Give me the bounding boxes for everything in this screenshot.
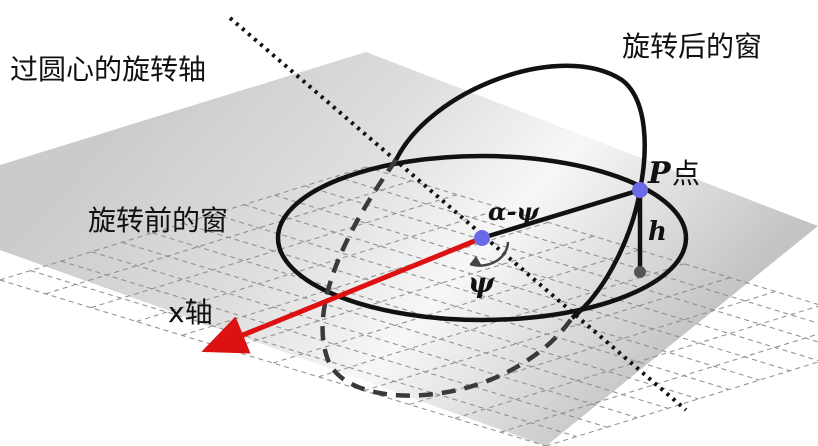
point-p-suffix: 点 — [672, 157, 700, 190]
rotated-window-arc — [393, 63, 647, 320]
plane-grid — [0, 166, 818, 446]
psi-angle-arc — [469, 241, 510, 267]
window-before-rotation-label: 旋转前的窗 — [88, 204, 228, 237]
rotated-window-hidden-arc — [320, 158, 574, 398]
x-axis-arrow — [201, 235, 483, 354]
height-foot-point — [634, 266, 646, 278]
grid-line — [272, 249, 640, 364]
grid-line — [500, 333, 818, 433]
grid-line — [136, 207, 503, 323]
radius-to-p — [481, 187, 641, 241]
grid-line — [545, 361, 818, 446]
window-before-ellipse — [275, 153, 689, 323]
point-p — [632, 182, 648, 198]
center-point — [474, 230, 490, 246]
x-axis-label: x轴 — [168, 296, 213, 329]
height-label: h — [648, 217, 667, 247]
grid-line — [454, 305, 818, 419]
axis-through-center-label: 过圆心的旋转轴 — [10, 53, 206, 86]
rotated-window-label: 旋转后的窗 — [622, 30, 762, 63]
alpha-minus-psi-label: α-ψ — [488, 197, 540, 226]
point-p-letter: P — [647, 156, 672, 191]
psi-label: ψ — [468, 266, 496, 299]
psi-arc-arrowhead — [470, 256, 482, 266]
ground-plane — [0, 52, 818, 446]
grid-line — [90, 194, 458, 309]
